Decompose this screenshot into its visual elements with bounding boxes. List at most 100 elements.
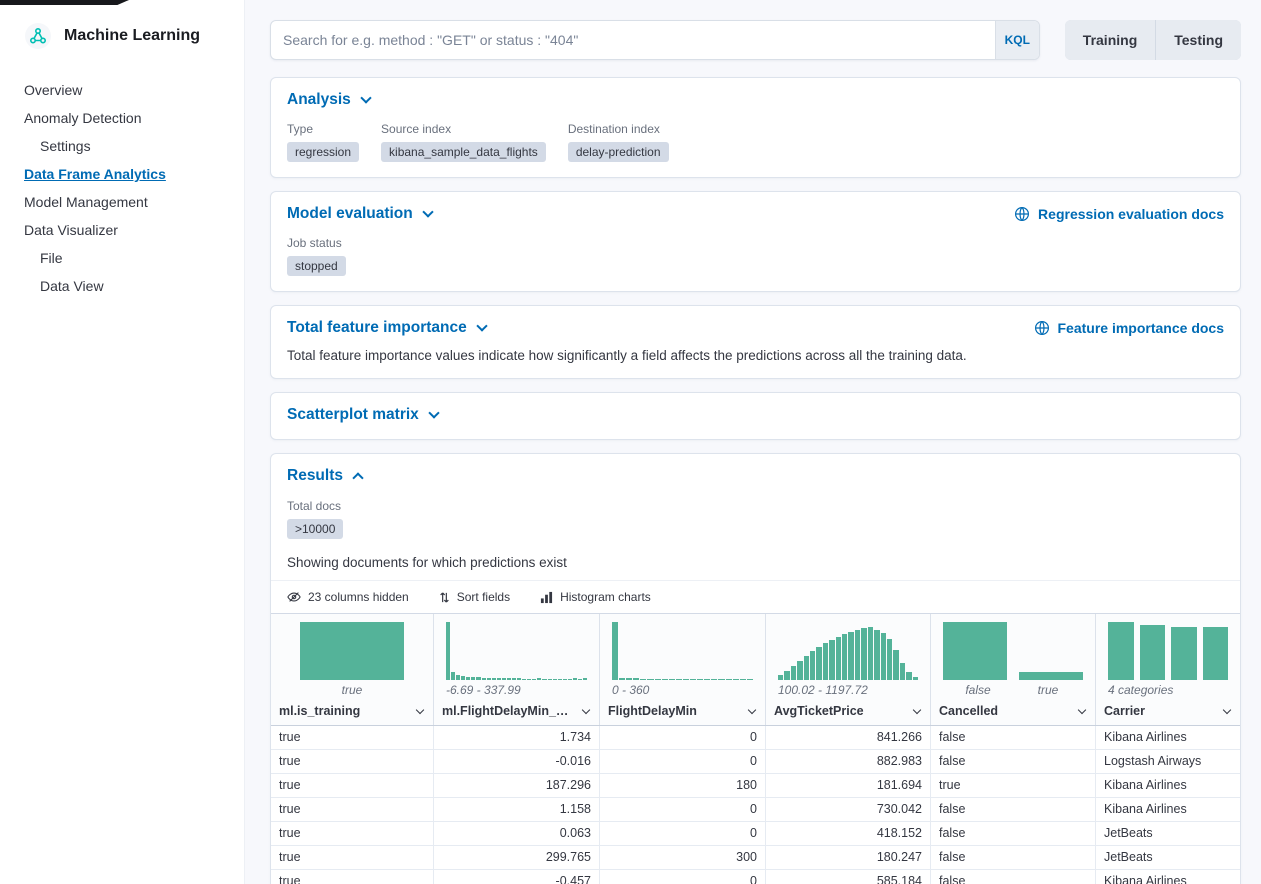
grid-cell[interactable]: 418.152	[766, 822, 931, 845]
grid-cell[interactable]: -0.016	[434, 750, 600, 773]
sidebar-item-model-management[interactable]: Model Management	[24, 194, 148, 210]
docs-link-label: Regression evaluation docs	[1038, 206, 1224, 222]
grid-cell[interactable]: false	[931, 846, 1096, 869]
grid-cell[interactable]: 730.042	[766, 798, 931, 821]
grid-column-header: false true Cancelled	[931, 614, 1096, 725]
results-accordion-toggle[interactable]: Results	[287, 467, 364, 485]
column-range-label: -6.69 - 337.99	[446, 683, 521, 697]
column-actions-button[interactable]	[411, 703, 429, 719]
grid-cell[interactable]: true	[271, 822, 434, 845]
grid-cell[interactable]: Kibana Airlines	[1104, 802, 1187, 816]
grid-cell[interactable]: 180	[600, 774, 766, 797]
grid-cell[interactable]: true	[271, 750, 434, 773]
column-name: ml.FlightDelayMin_pred	[442, 704, 573, 718]
grid-cell[interactable]: 187.296	[434, 774, 600, 797]
sidebar-item-data-frame-analytics[interactable]: Data Frame Analytics	[24, 166, 166, 182]
grid-cell[interactable]: true	[271, 774, 434, 797]
sidebar-item-anomaly-detection[interactable]: Anomaly Detection	[24, 110, 142, 126]
column-actions-button[interactable]	[577, 703, 595, 719]
sidebar-item-data-view[interactable]: Data View	[40, 278, 104, 294]
column-name: Cancelled	[939, 704, 999, 718]
chevron-up-icon	[352, 472, 364, 484]
scatterplot-matrix-panel: Scatterplot matrix	[270, 392, 1241, 440]
field-label: Source index	[381, 122, 452, 136]
grid-cell[interactable]: true	[271, 798, 434, 821]
columns-hidden-button[interactable]: 23 columns hidden	[279, 585, 417, 609]
grid-cell[interactable]: 841.266	[766, 726, 931, 749]
sidebar-item-settings[interactable]: Settings	[40, 138, 91, 154]
job-status-badge: stopped	[287, 256, 346, 276]
grid-cell[interactable]: true	[271, 726, 434, 749]
chevron-down-icon	[360, 92, 372, 104]
grid-cell[interactable]: false	[931, 726, 1096, 749]
grid-cell[interactable]: Kibana Airlines	[1104, 730, 1187, 744]
analysis-accordion-toggle[interactable]: Analysis	[287, 91, 372, 109]
grid-cell[interactable]: false	[931, 750, 1096, 773]
analysis-panel: Analysis Type regression Source index ki…	[270, 77, 1241, 178]
grid-cell[interactable]: JetBeats	[1104, 850, 1153, 864]
grid-cell[interactable]: 1.158	[434, 798, 600, 821]
column-histogram	[271, 614, 433, 680]
grid-cell[interactable]: false	[931, 798, 1096, 821]
column-name-row: Cancelled	[931, 702, 1095, 725]
search-input[interactable]	[271, 21, 995, 59]
field-value-badge: delay-prediction	[567, 142, 669, 162]
training-button[interactable]: Training	[1064, 20, 1156, 60]
grid-cell[interactable]: Logstash Airways	[1104, 754, 1202, 768]
grid-cell[interactable]: 181.694	[766, 774, 931, 797]
grid-cell[interactable]: 0	[600, 750, 766, 773]
grid-cell[interactable]: 882.983	[766, 750, 931, 773]
feature-importance-accordion-toggle[interactable]: Total feature importance	[287, 319, 488, 337]
column-actions-button[interactable]	[743, 703, 761, 719]
grid-cell[interactable]: 585.184	[766, 870, 931, 884]
column-actions-button[interactable]	[1073, 703, 1091, 719]
grid-cell[interactable]: true	[271, 870, 434, 884]
sidebar-nav: Overview Anomaly Detection Settings Data…	[0, 50, 244, 300]
results-panel: Results Total docs >10000 Showing docume…	[270, 453, 1241, 884]
grid-cell[interactable]: 0	[600, 798, 766, 821]
grid-cell[interactable]: 1.734	[434, 726, 600, 749]
column-histogram	[766, 614, 930, 680]
grid-cell[interactable]: false	[931, 870, 1096, 884]
sidebar-item-data-visualizer[interactable]: Data Visualizer	[24, 222, 118, 238]
grid-cell[interactable]: Kibana Airlines	[1104, 778, 1187, 792]
feature-importance-docs-link[interactable]: Feature importance docs	[1034, 320, 1225, 336]
grid-cell[interactable]: 299.765	[434, 846, 600, 869]
documentation-icon	[1014, 206, 1030, 222]
sidebar-item-file[interactable]: File	[40, 250, 63, 266]
grid-cell[interactable]: 0	[600, 870, 766, 884]
sort-fields-label: Sort fields	[456, 590, 511, 604]
grid-cell[interactable]: Kibana Airlines	[1104, 874, 1187, 884]
panel-title-text: Model evaluation	[287, 205, 413, 222]
grid-cell[interactable]: 300	[600, 846, 766, 869]
regression-evaluation-docs-link[interactable]: Regression evaluation docs	[1014, 206, 1224, 222]
kql-button[interactable]: KQL	[994, 21, 1039, 59]
column-actions-button[interactable]	[1218, 703, 1236, 719]
sidebar: Machine Learning Overview Anomaly Detect…	[0, 0, 245, 884]
histogram-icon	[540, 591, 553, 604]
chevron-down-icon	[415, 705, 425, 715]
table-row: true 1.158 0 730.042 false Kibana Airlines	[271, 798, 1240, 822]
histogram-charts-button[interactable]: Histogram charts	[532, 585, 659, 609]
grid-cell[interactable]: -0.457	[434, 870, 600, 884]
search-bar: KQL	[270, 20, 1040, 60]
sort-fields-button[interactable]: Sort fields	[431, 585, 518, 609]
sidebar-item-overview[interactable]: Overview	[24, 82, 83, 98]
grid-cell[interactable]: 180.247	[766, 846, 931, 869]
feature-importance-description: Total feature importance values indicate…	[287, 348, 967, 363]
grid-cell[interactable]: true	[271, 846, 434, 869]
field-value-badge: kibana_sample_data_flights	[381, 142, 546, 162]
grid-cell[interactable]: true	[931, 774, 1096, 797]
docs-link-label: Feature importance docs	[1057, 320, 1225, 336]
grid-cell[interactable]: 0	[600, 726, 766, 749]
column-histogram	[600, 614, 765, 680]
column-actions-button[interactable]	[908, 703, 926, 719]
grid-cell[interactable]: 0.063	[434, 822, 600, 845]
grid-cell[interactable]: false	[931, 822, 1096, 845]
testing-button[interactable]: Testing	[1156, 20, 1241, 60]
scatterplot-accordion-toggle[interactable]: Scatterplot matrix	[287, 406, 440, 424]
model-evaluation-accordion-toggle[interactable]: Model evaluation	[287, 205, 434, 223]
grid-cell[interactable]: JetBeats	[1104, 826, 1153, 840]
chevron-down-icon	[422, 206, 434, 218]
grid-cell[interactable]: 0	[600, 822, 766, 845]
